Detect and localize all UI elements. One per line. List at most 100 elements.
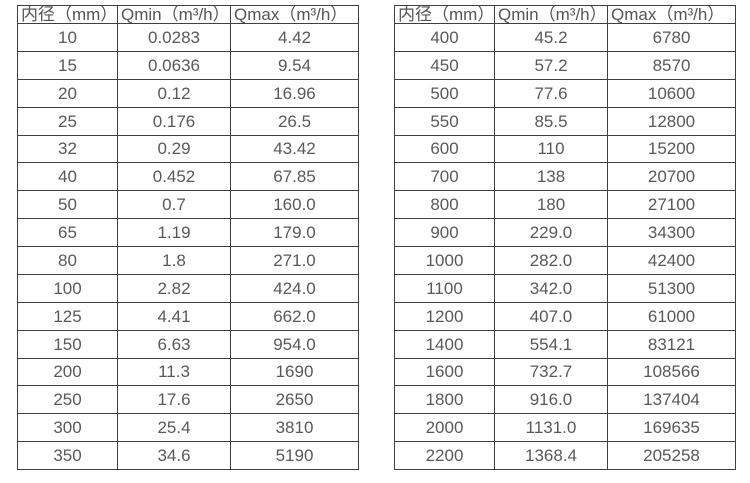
table-row: 80 1.8 271.0 bbox=[17, 246, 359, 275]
table-row: 500 77.6 10600 bbox=[394, 78, 736, 108]
table-body: 10 0.0283 4.42 15 0.0636 9.54 20 0.12 16.96 25 0.1… bbox=[17, 23, 359, 470]
table-row: 1000 282.0 42400 bbox=[394, 246, 736, 275]
table-cell: 77.6 bbox=[494, 78, 608, 108]
table-cell: 554.1 bbox=[494, 329, 608, 359]
table-cell: 271.0 bbox=[230, 246, 359, 275]
table-row: 1800 916.0 137404 bbox=[394, 385, 736, 415]
table-cell: 15 bbox=[17, 50, 118, 80]
table-cell: 110 bbox=[494, 134, 608, 164]
table-cell: 1800 bbox=[394, 385, 495, 415]
table-cell: 10600 bbox=[607, 78, 736, 108]
table-row: 32 0.29 43.42 bbox=[17, 134, 359, 164]
table-cell: 342.0 bbox=[494, 273, 608, 303]
table-cell: 205258 bbox=[607, 441, 736, 470]
table-row: 600 110 15200 bbox=[394, 134, 736, 164]
table-row: 900 229.0 34300 bbox=[394, 218, 736, 247]
table-cell: 169635 bbox=[607, 413, 736, 443]
table-cell: 1368.4 bbox=[494, 441, 608, 470]
table-row: 450 57.2 8570 bbox=[394, 50, 736, 80]
table-cell: 424.0 bbox=[230, 273, 359, 303]
table-cell: 25 bbox=[17, 106, 118, 136]
table-body: 400 45.2 6780 450 57.2 8570 500 77.6 10600 550 85.… bbox=[394, 23, 736, 470]
table-cell: 662.0 bbox=[230, 301, 359, 331]
table-cell: 1131.0 bbox=[494, 413, 608, 443]
table-cell: 137404 bbox=[607, 385, 736, 415]
table-cell: 200 bbox=[17, 357, 118, 387]
table-cell: 16.96 bbox=[230, 78, 359, 108]
table-cell: 17.6 bbox=[117, 385, 231, 415]
table-cell: 1600 bbox=[394, 357, 495, 387]
table-cell: 350 bbox=[17, 441, 118, 470]
table-cell: 57.2 bbox=[494, 50, 608, 80]
table-row: 800 180 27100 bbox=[394, 190, 736, 220]
flow-rate-tables: 内径（mm） Qmin（m³/h） Qmax（m³/h） 10 0.0283 4.4… bbox=[17, 5, 736, 470]
table-row: 1100 342.0 51300 bbox=[394, 273, 736, 303]
table-cell: 160.0 bbox=[230, 190, 359, 220]
table-cell: 282.0 bbox=[494, 246, 608, 275]
table-cell: 0.0636 bbox=[117, 50, 231, 80]
header-qmax: Qmax（m³/h） bbox=[230, 5, 359, 24]
table-cell: 179.0 bbox=[230, 218, 359, 247]
table-cell: 0.176 bbox=[117, 106, 231, 136]
table-cell: 2000 bbox=[394, 413, 495, 443]
table-cell: 4.41 bbox=[117, 301, 231, 331]
table-cell: 125 bbox=[17, 301, 118, 331]
table-cell: 15200 bbox=[607, 134, 736, 164]
table-cell: 40 bbox=[17, 162, 118, 192]
header-row: 内径（mm） Qmin（m³/h） Qmax（m³/h） bbox=[394, 5, 736, 24]
table-cell: 138 bbox=[494, 162, 608, 192]
table-cell: 450 bbox=[394, 50, 495, 80]
table-cell: 20 bbox=[17, 78, 118, 108]
table-row: 10 0.0283 4.42 bbox=[17, 23, 359, 52]
table-row: 2000 1131.0 169635 bbox=[394, 413, 736, 443]
header-inner-diameter: 内径（mm） bbox=[17, 5, 118, 24]
table-cell: 42400 bbox=[607, 246, 736, 275]
table-cell: 3810 bbox=[230, 413, 359, 443]
table-cell: 1.19 bbox=[117, 218, 231, 247]
table-cell: 0.7 bbox=[117, 190, 231, 220]
table-cell: 34300 bbox=[607, 218, 736, 247]
table-row: 2200 1368.4 205258 bbox=[394, 441, 736, 470]
table-cell: 1400 bbox=[394, 329, 495, 359]
table-cell: 407.0 bbox=[494, 301, 608, 331]
table-row: 550 85.5 12800 bbox=[394, 106, 736, 136]
table-cell: 0.0283 bbox=[117, 23, 231, 52]
table-cell: 250 bbox=[17, 385, 118, 415]
table-cell: 700 bbox=[394, 162, 495, 192]
table-cell: 12800 bbox=[607, 106, 736, 136]
flow-table-large-diameters: 内径（mm） Qmin（m³/h） Qmax（m³/h） 400 45.2 6780… bbox=[394, 5, 736, 470]
table-cell: 43.42 bbox=[230, 134, 359, 164]
table-cell: 85.5 bbox=[494, 106, 608, 136]
table-cell: 800 bbox=[394, 190, 495, 220]
table-row: 1400 554.1 83121 bbox=[394, 329, 736, 359]
table-cell: 0.452 bbox=[117, 162, 231, 192]
table-cell: 0.29 bbox=[117, 134, 231, 164]
table-cell: 20700 bbox=[607, 162, 736, 192]
table-cell: 108566 bbox=[607, 357, 736, 387]
table-cell: 6780 bbox=[607, 23, 736, 52]
table-cell: 5190 bbox=[230, 441, 359, 470]
header-qmin: Qmin（m³/h） bbox=[117, 5, 231, 24]
header-row: 内径（mm） Qmin（m³/h） Qmax（m³/h） bbox=[17, 5, 359, 24]
table-cell: 32 bbox=[17, 134, 118, 164]
table-cell: 11.3 bbox=[117, 357, 231, 387]
table-cell: 0.12 bbox=[117, 78, 231, 108]
table-row: 25 0.176 26.5 bbox=[17, 106, 359, 136]
table-row: 100 2.82 424.0 bbox=[17, 273, 359, 303]
table-cell: 400 bbox=[394, 23, 495, 52]
table-cell: 2.82 bbox=[117, 273, 231, 303]
table-cell: 1000 bbox=[394, 246, 495, 275]
table-cell: 1100 bbox=[394, 273, 495, 303]
table-row: 40 0.452 67.85 bbox=[17, 162, 359, 192]
table-cell: 51300 bbox=[607, 273, 736, 303]
table-row: 400 45.2 6780 bbox=[394, 23, 736, 52]
table-row: 150 6.63 954.0 bbox=[17, 329, 359, 359]
table-cell: 916.0 bbox=[494, 385, 608, 415]
table-row: 700 138 20700 bbox=[394, 162, 736, 192]
table-row: 125 4.41 662.0 bbox=[17, 301, 359, 331]
table-cell: 67.85 bbox=[230, 162, 359, 192]
table-cell: 10 bbox=[17, 23, 118, 52]
table-cell: 550 bbox=[394, 106, 495, 136]
table-row: 15 0.0636 9.54 bbox=[17, 50, 359, 80]
table-cell: 600 bbox=[394, 134, 495, 164]
